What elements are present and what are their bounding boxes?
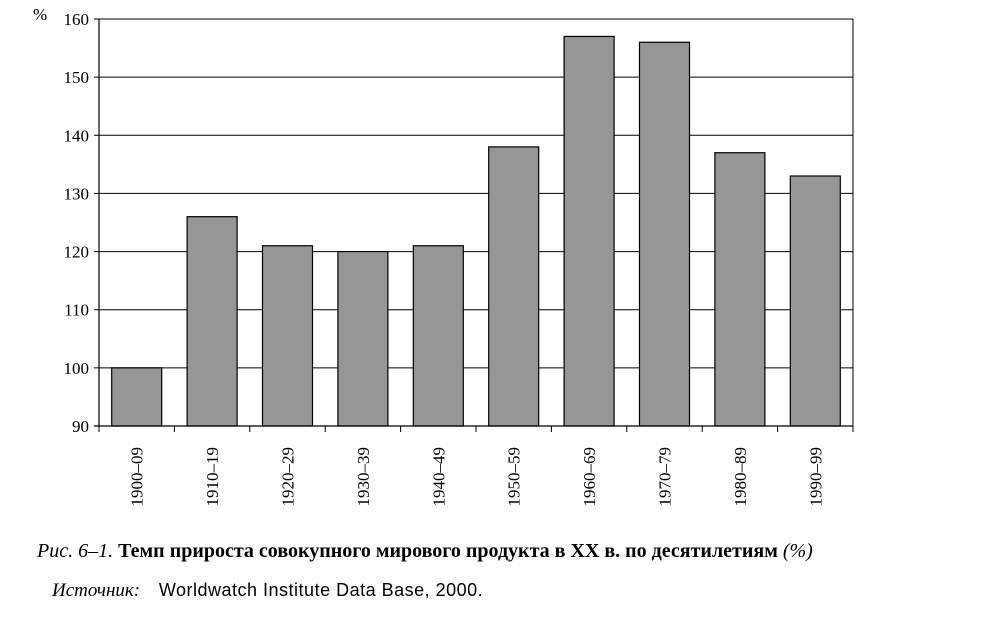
bar-1920–29: [261, 245, 314, 427]
source-line: Источник: Worldwatch Institute Data Base…: [52, 580, 483, 602]
bar-1980–89: [714, 152, 766, 427]
y-tick-label-100: 100: [64, 359, 90, 378]
x-tick-label-1900–09: 1900–09: [128, 447, 147, 507]
x-tick-label-1930–39: 1930–39: [354, 447, 373, 507]
x-tick-label-1920–29: 1920–29: [279, 447, 298, 507]
bar-1910–19: [186, 216, 238, 427]
y-unit-label: %: [33, 5, 47, 24]
x-tick-label-1990–99: 1990–99: [806, 447, 825, 507]
figure-unit: (%): [782, 540, 813, 562]
x-tick-label-1960–69: 1960–69: [580, 447, 599, 507]
bar-1990–99: [789, 175, 841, 427]
y-tick-label-110: 110: [64, 301, 89, 320]
bar-1900–09: [111, 367, 163, 427]
x-tick-label-1940–49: 1940–49: [429, 447, 448, 507]
x-tick-label-1950–59: 1950–59: [505, 447, 524, 507]
bar-1930–39: [337, 250, 389, 427]
figure-caption: Рис. 6–1. Темп прироста совокупного миро…: [37, 540, 813, 563]
y-tick-label-120: 120: [64, 243, 90, 262]
bar-1940–49: [412, 245, 464, 427]
chart-title: Темп прироста совокупного мирового проду…: [118, 540, 778, 562]
y-tick-label-90: 90: [72, 417, 89, 436]
source-label: Источник:: [52, 580, 141, 601]
figure-number: Рис. 6–1.: [37, 540, 114, 562]
y-tick-label-150: 150: [64, 68, 90, 87]
bar-1970–79: [638, 41, 691, 427]
y-tick-label-130: 130: [64, 184, 90, 203]
y-tick-label-160: 160: [64, 10, 90, 29]
bar-chart: 90 100 110 120 130 140 150 160% 1900–09 1910–19 19…: [33, 5, 854, 507]
bar-1950–59: [488, 146, 540, 427]
x-tick-label-1980–89: 1980–89: [731, 447, 750, 507]
y-tick-label-140: 140: [64, 126, 90, 145]
x-tick-label-1910–19: 1910–19: [203, 447, 222, 507]
source-text: Worldwatch Institute Data Base, 2000.: [158, 580, 484, 600]
x-tick-label-1970–79: 1970–79: [656, 447, 675, 507]
bar-1960–69: [563, 35, 615, 427]
